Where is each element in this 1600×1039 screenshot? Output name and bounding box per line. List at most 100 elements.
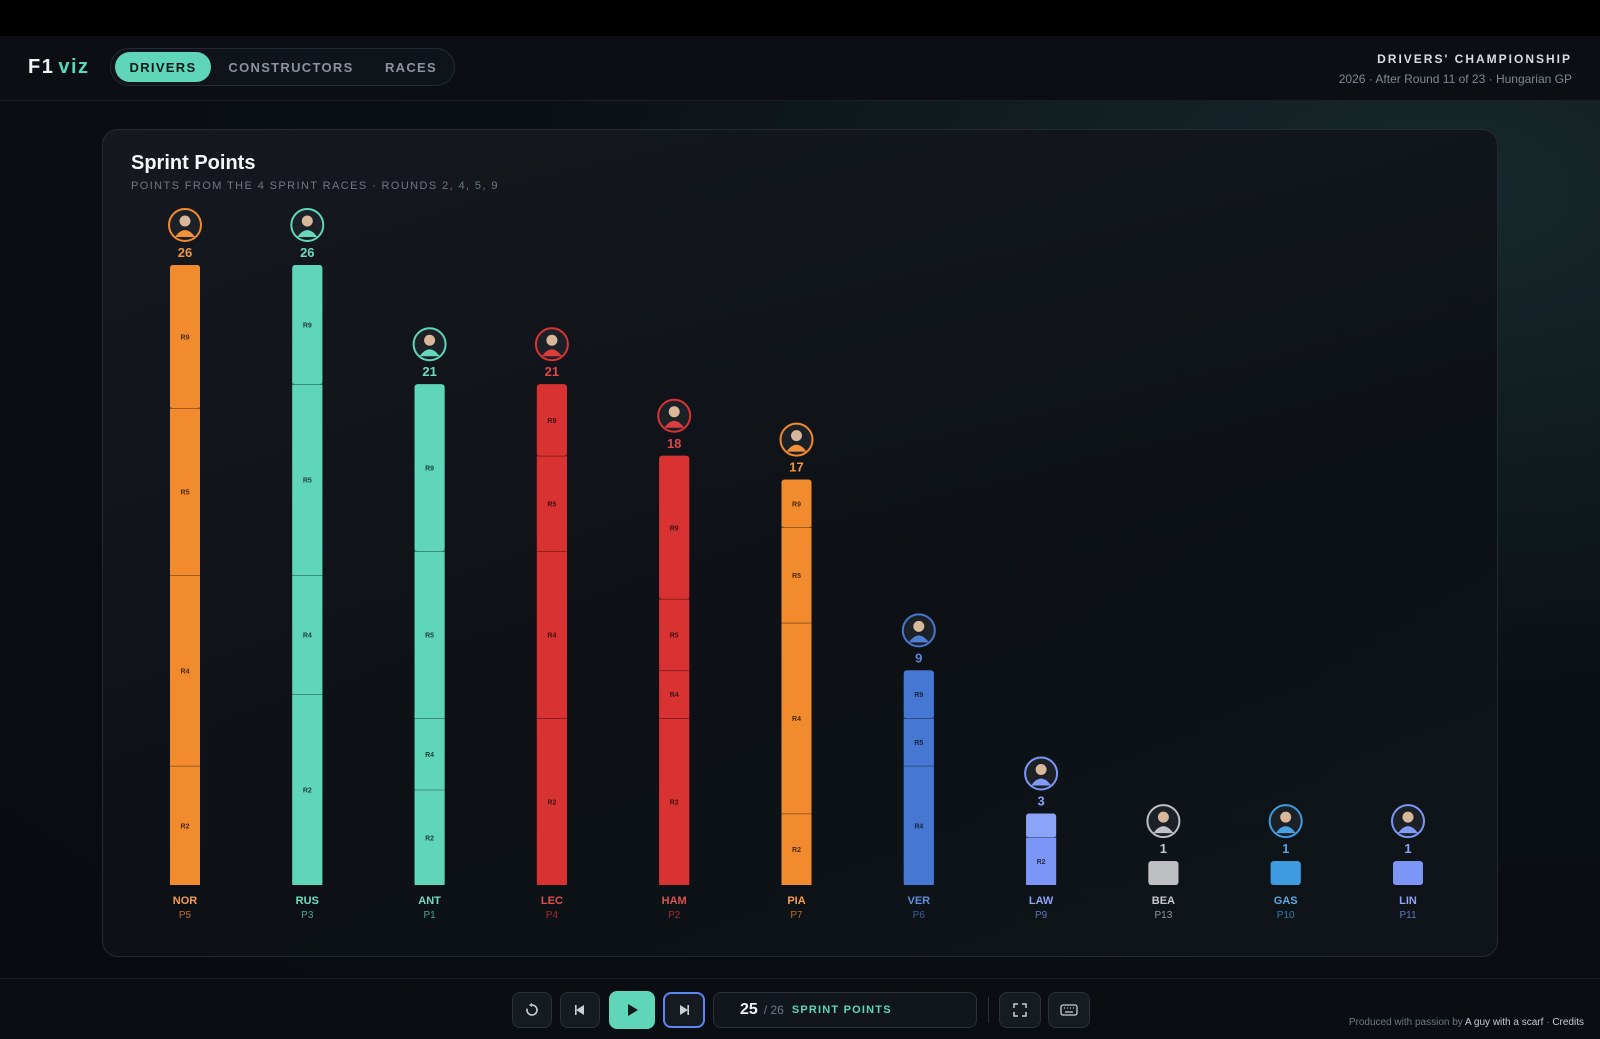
- championship-subtitle: 2026 · After Round 11 of 23 · Hungarian …: [1338, 72, 1572, 86]
- playback-bar: 25 / 26 SPRINT POINTS Produced with pass…: [0, 978, 1600, 1039]
- avatar-face: [1402, 811, 1414, 823]
- bar-segment: [536, 551, 567, 719]
- restart-button[interactable]: [512, 992, 552, 1028]
- driver-code: VER: [907, 895, 930, 907]
- bar-segment: [1026, 813, 1057, 838]
- avatar-body: [297, 230, 318, 237]
- driver-code: BEA: [1152, 895, 1175, 907]
- top-strip: [0, 0, 1600, 36]
- bar-segment: [659, 455, 690, 599]
- credits-link[interactable]: Credits: [1552, 1017, 1584, 1028]
- segment-label: R5: [792, 573, 801, 580]
- segment-label: R9: [914, 692, 923, 699]
- segment-label: R4: [670, 692, 679, 699]
- avatar-body: [1031, 778, 1052, 786]
- play-icon: [628, 1004, 638, 1016]
- credit-prefix: Produced with passion by: [1348, 1017, 1463, 1028]
- driver-code: LAW: [1029, 895, 1054, 907]
- avatar-face: [668, 406, 680, 418]
- value-label: 1: [1160, 841, 1167, 856]
- tab-drivers[interactable]: DRIVERS: [115, 52, 211, 82]
- credit-author[interactable]: A guy with a scarf: [1465, 1017, 1544, 1028]
- logo-main: F1: [28, 56, 55, 78]
- avatar-face: [913, 620, 925, 632]
- segment-label: R4: [181, 668, 190, 675]
- logo-accent: viz: [58, 56, 90, 78]
- step-counter: 25 / 26 SPRINT POINTS: [713, 992, 977, 1028]
- main-nav: DRIVERS CONSTRUCTORS RACES: [110, 48, 455, 86]
- avatar-face: [1280, 811, 1292, 823]
- bar-segment: [536, 718, 567, 885]
- avatar-face: [301, 215, 313, 227]
- total-steps: / 26: [763, 1003, 784, 1017]
- next-icon: [680, 1005, 689, 1015]
- segment-label: R9: [670, 525, 679, 532]
- bar-segment: [170, 265, 200, 409]
- keyboard-icon: [1060, 1004, 1078, 1016]
- bar-segment: [903, 765, 934, 885]
- value-label: 3: [1037, 793, 1044, 808]
- main-area: Sprint Points POINTS FROM THE 4 SPRINT R…: [0, 101, 1600, 978]
- bar-segment: [170, 765, 200, 885]
- driver-position: P2: [668, 910, 681, 921]
- chart-subtitle: POINTS FROM THE 4 SPRINT RACES · ROUNDS …: [131, 180, 499, 192]
- value-label: 18: [667, 436, 681, 451]
- segment-label: R9: [303, 323, 312, 330]
- bar-segment: [292, 694, 323, 885]
- driver-position: P9: [1035, 910, 1048, 921]
- bar-segment: [170, 408, 200, 575]
- segment-label: R4: [303, 633, 312, 640]
- fullscreen-icon: [1013, 1003, 1027, 1017]
- credits-line: Produced with passion by A guy with a sc…: [1349, 1017, 1584, 1028]
- bar-segment: [292, 575, 323, 695]
- chart-title: Sprint Points: [131, 152, 256, 174]
- bar-segment: [292, 384, 323, 575]
- sprint-points-chart: R2 R4 R5 R9 26 NOR P5 R2 R4 R5 R9 26 RUS P3 R2 R4 R5 R9 21…: [168, 208, 1425, 921]
- bar-segment: [781, 527, 812, 623]
- avatar-body: [664, 420, 685, 428]
- previous-button[interactable]: [560, 992, 600, 1028]
- value-label: 26: [300, 245, 314, 260]
- driver-position: P6: [913, 910, 926, 921]
- bar-segment: [781, 813, 812, 885]
- driver-code: HAM: [662, 895, 687, 907]
- next-button[interactable]: [663, 992, 705, 1028]
- segment-label: R4: [547, 633, 556, 640]
- segment-label: R5: [547, 501, 556, 508]
- bar-segment: [536, 384, 567, 456]
- bar-segment: [170, 575, 200, 766]
- restart-icon: [526, 1003, 538, 1016]
- fullscreen-button[interactable]: [999, 992, 1041, 1028]
- segment-label: R2: [670, 800, 679, 807]
- credit-separator: ·: [1546, 1017, 1550, 1028]
- segment-label: R5: [670, 633, 679, 640]
- keyboard-shortcuts-button[interactable]: [1048, 992, 1090, 1028]
- segment-label: R9: [792, 501, 801, 508]
- bar-segment: [414, 384, 445, 552]
- play-button[interactable]: [609, 991, 655, 1029]
- driver-position: P10: [1277, 910, 1295, 921]
- tab-constructors[interactable]: CONSTRUCTORS: [228, 59, 354, 75]
- segment-label: R4: [792, 716, 801, 723]
- segment-label: R5: [914, 740, 923, 747]
- segment-label: R9: [425, 466, 434, 473]
- bar-segment: [292, 265, 323, 385]
- step-label: SPRINT POINTS: [791, 1004, 892, 1016]
- driver-position: P4: [546, 910, 559, 921]
- driver-position: P13: [1155, 910, 1173, 921]
- tab-races[interactable]: RACES: [384, 59, 437, 75]
- segment-label: R4: [914, 823, 923, 830]
- value-label: 1: [1404, 841, 1411, 856]
- bar-segment: [1393, 861, 1423, 885]
- avatar-body: [541, 349, 562, 357]
- avatar-body: [419, 349, 440, 357]
- previous-icon: [575, 1005, 584, 1015]
- app-logo[interactable]: F1 viz: [28, 56, 90, 79]
- avatar-body: [175, 230, 195, 237]
- avatar-face: [424, 334, 436, 346]
- driver-code: ANT: [418, 895, 441, 907]
- avatar-body: [1275, 826, 1296, 834]
- bar-segment: [414, 789, 445, 885]
- driver-code: LEC: [541, 895, 563, 907]
- avatar-face: [1157, 811, 1169, 823]
